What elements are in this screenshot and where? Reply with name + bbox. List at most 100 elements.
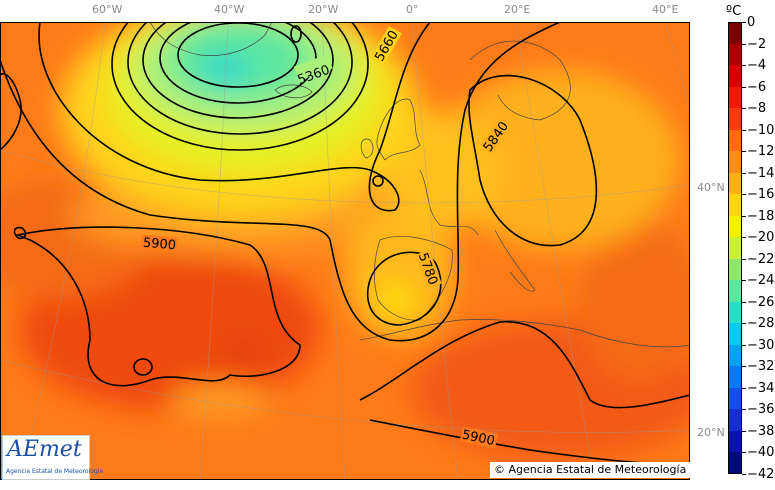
- meridian-40e: [664, 22, 690, 115]
- contour-ring-3: [142, 22, 334, 119]
- contour-5660: [38, 22, 431, 212]
- colorbar-segment: [729, 215, 742, 238]
- colorbar-segment: [729, 280, 742, 303]
- colorbar-tick: [742, 108, 746, 110]
- colorbar-tick-label: −6: [747, 79, 767, 95]
- ireland-coast: [360, 138, 374, 159]
- colorbar-tick: [742, 65, 746, 67]
- cyan-core: [199, 56, 251, 84]
- contour-west-edge: [0, 73, 22, 151]
- colorbar-tick-label: −16: [747, 187, 775, 203]
- greenland-coast: [149, 22, 273, 56]
- colorbar-tick: [742, 323, 746, 325]
- hot-spot: [234, 345, 254, 361]
- cool-patch-south: [170, 384, 270, 416]
- longitude-label-20e: 20°E: [504, 3, 531, 16]
- colorbar-segment: [729, 366, 742, 389]
- colorbar-segment: [729, 387, 742, 410]
- contour-ring-5: [111, 22, 369, 151]
- colorbar-tick-label: −34: [747, 380, 775, 396]
- colorbar-tick-label: −42: [747, 467, 775, 482]
- contour-5900-south: [359, 321, 690, 409]
- temperature-geopotential-map: 5360 5660 5840 5900 5780 5900: [0, 22, 690, 480]
- longitude-label-0: 0°: [406, 3, 419, 16]
- colorbar-tick-label: −10: [747, 122, 775, 138]
- contour-5840: [468, 74, 598, 247]
- cool-iberia: [345, 200, 455, 340]
- colorbar-tick-label: −32: [747, 359, 775, 375]
- colorbar-tick-label: −40: [747, 445, 775, 461]
- colorbar-tick: [742, 452, 746, 454]
- colorbar-segment: [729, 151, 742, 174]
- latitude-label-40n: 40°N: [697, 181, 725, 194]
- colorbar-segment: [729, 194, 742, 217]
- contour-outer-west: [0, 22, 561, 342]
- colorbar-tick-label: −18: [747, 208, 775, 224]
- longitude-label-60w: 60°W: [92, 3, 123, 16]
- colorbar-segment: [729, 430, 742, 453]
- colorbar-tick-label: −24: [747, 273, 775, 289]
- aemet-logo: AEmet Agencia Estatal de Meteorología: [2, 435, 103, 480]
- cool-europe: [440, 70, 680, 250]
- colorbar-tick: [742, 172, 746, 174]
- colorbar-tick: [742, 43, 746, 45]
- colorbar-tick: [742, 409, 746, 411]
- colorbar-segment: [729, 108, 742, 131]
- longitude-label-40e: 40°E: [652, 3, 679, 16]
- colorbar-tick: [742, 237, 746, 239]
- map-frame: [0, 22, 690, 480]
- contour-greenland-low: [290, 25, 302, 43]
- yellow-patch-iberia: [375, 284, 415, 316]
- colorbar-tick-label: −30: [747, 337, 775, 353]
- meridian-20e: [514, 22, 596, 480]
- italy-coast: [494, 229, 536, 292]
- colorbar-frame: [728, 22, 742, 474]
- colorbar-segment: [729, 258, 742, 281]
- contour-ring-4: [127, 22, 353, 135]
- logo-wordmark: AEmet: [7, 437, 82, 462]
- iceland-coast: [274, 84, 313, 99]
- meridian-20w: [321, 22, 346, 480]
- longitude-label-40w: 40°W: [214, 3, 245, 16]
- colorbar-tick: [742, 387, 746, 389]
- logo-subtitle: Agencia Estatal de Meteorología: [6, 468, 103, 475]
- colorbar-tick-label: −12: [747, 144, 775, 160]
- colorbar-unit: ºC: [726, 4, 742, 19]
- colorbar-tick-label: 0: [747, 15, 756, 30]
- latitude-label-20n: 20°N: [697, 426, 725, 439]
- colorbar-segment: [729, 43, 742, 66]
- colorbar-segment: [729, 452, 742, 475]
- britain-coast: [376, 98, 421, 161]
- parallel-20n: [0, 359, 690, 433]
- colorbar-tick-label: −8: [747, 101, 767, 117]
- colorbar-tick: [742, 258, 746, 260]
- colorbar-tick-label: −26: [747, 294, 775, 310]
- scandinavia-coast: [469, 40, 571, 121]
- colorbar-tick: [742, 280, 746, 282]
- contour-small-low: [372, 175, 384, 187]
- colorbar-tick-label: −2: [747, 36, 767, 52]
- colorbar-tick: [742, 86, 746, 88]
- colorbar-tick-label: −14: [747, 165, 775, 181]
- colorbar-segment: [729, 129, 742, 152]
- longitude-label-20w: 20°W: [308, 3, 339, 16]
- africa-coast: [359, 319, 690, 348]
- coastlines: [149, 22, 690, 348]
- colorbar-tick: [742, 215, 746, 217]
- colorbar-tick-label: −22: [747, 251, 775, 267]
- copyright-notice: © Agencia Estatal de Meteorología: [490, 462, 691, 478]
- contour-5900: [15, 226, 301, 387]
- colorbar-segment: [729, 323, 742, 346]
- colorbar-tick-label: −20: [747, 230, 775, 246]
- france-coast: [419, 169, 479, 236]
- contour-label-5900-south: 5900: [461, 428, 496, 450]
- meridian-40w: [199, 22, 229, 480]
- colorbar-tick-label: −38: [747, 423, 775, 439]
- meridian-0: [411, 22, 459, 480]
- colorbar-tick: [742, 344, 746, 346]
- colorbar-segment: [729, 237, 742, 260]
- colorbar-tick-label: −4: [747, 58, 767, 74]
- colorbar-segment: [729, 86, 742, 109]
- colorbar-segment: [729, 409, 742, 432]
- colorbar-tick: [742, 22, 746, 23]
